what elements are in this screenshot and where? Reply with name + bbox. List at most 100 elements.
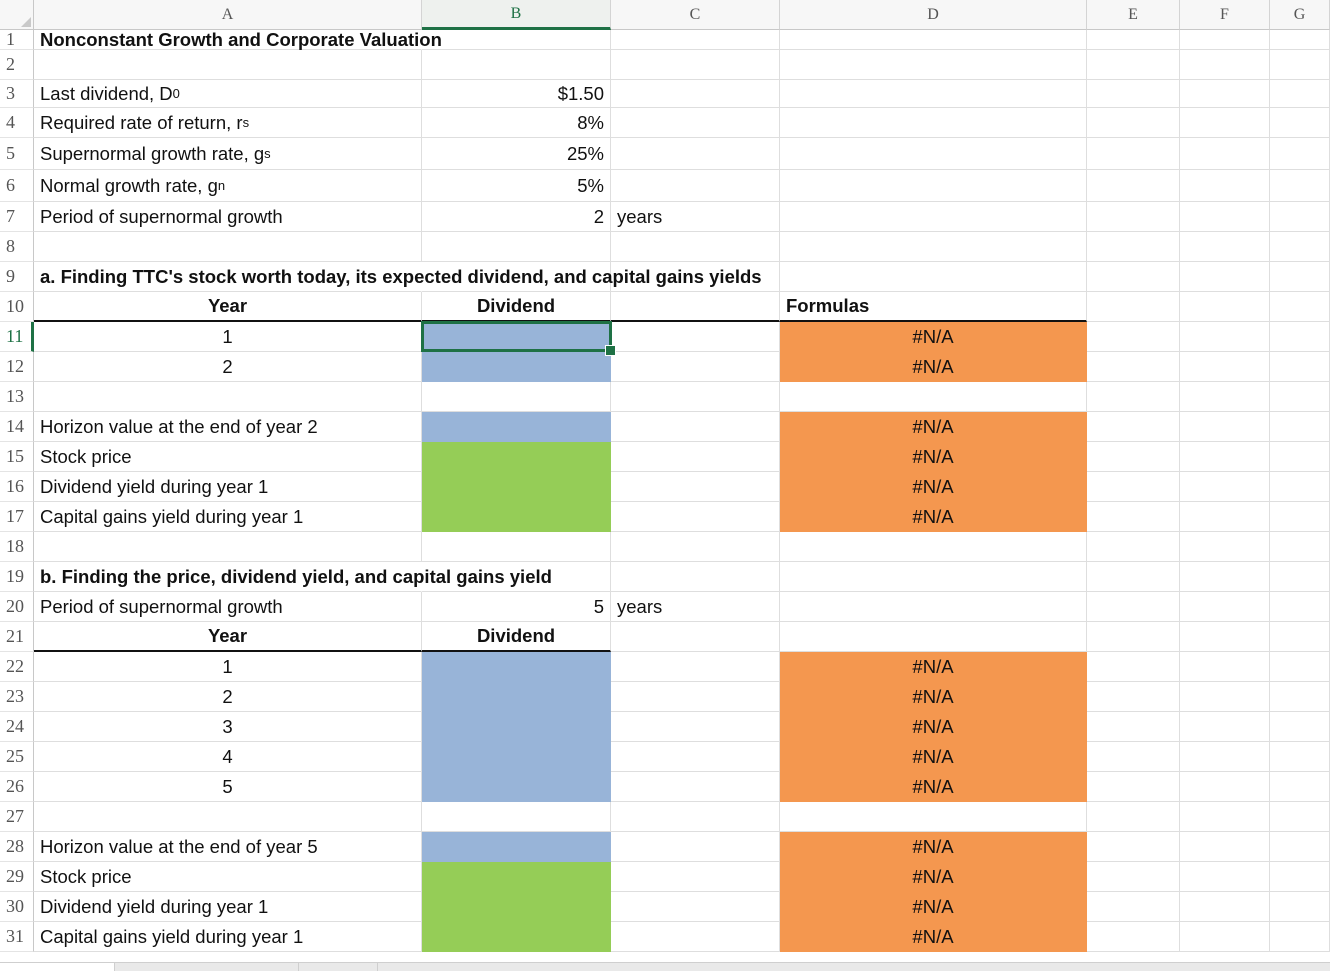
cell-f5[interactable] [1180, 138, 1270, 170]
cell-e8[interactable] [1087, 232, 1180, 262]
cell-f27[interactable] [1180, 802, 1270, 832]
cell-a16[interactable]: Dividend yield during year 1 [34, 472, 422, 502]
cell-d19[interactable] [780, 562, 1087, 592]
cell-a11[interactable]: 1 [34, 322, 422, 352]
cell-f15[interactable] [1180, 442, 1270, 472]
cell-e27[interactable] [1087, 802, 1180, 832]
cell-b7[interactable]: 2 [422, 202, 611, 232]
cell-a8[interactable] [34, 232, 422, 262]
column-header-f[interactable]: F [1180, 0, 1270, 30]
cell-d4[interactable] [780, 108, 1087, 138]
row-header-11[interactable]: 11 [0, 322, 34, 352]
cell-a28[interactable]: Horizon value at the end of year 5 [34, 832, 422, 862]
cell-b24[interactable] [422, 712, 611, 742]
row-header-23[interactable]: 23 [0, 682, 34, 712]
cell-c20[interactable]: years [611, 592, 780, 622]
cell-b16[interactable] [422, 472, 611, 502]
cell-b8[interactable] [422, 232, 611, 262]
cell-f23[interactable] [1180, 682, 1270, 712]
cell-c17[interactable] [611, 502, 780, 532]
cell-g5[interactable] [1270, 138, 1330, 170]
cell-b4[interactable]: 8% [422, 108, 611, 138]
cell-e18[interactable] [1087, 532, 1180, 562]
cell-g19[interactable] [1270, 562, 1330, 592]
cell-a1[interactable]: Nonconstant Growth and Corporate Valuati… [34, 29, 442, 50]
cell-c11[interactable] [611, 322, 780, 352]
cell-a24[interactable]: 3 [34, 712, 422, 742]
cell-e20[interactable] [1087, 592, 1180, 622]
cell-d13[interactable] [780, 382, 1087, 412]
cell-a12[interactable]: 2 [34, 352, 422, 382]
cell-f10[interactable] [1180, 292, 1270, 322]
cell-c19[interactable] [611, 562, 780, 592]
row-header-13[interactable]: 13 [0, 382, 34, 412]
cell-g6[interactable] [1270, 170, 1330, 202]
cell-g10[interactable] [1270, 292, 1330, 322]
cell-e5[interactable] [1087, 138, 1180, 170]
cell-f1[interactable] [1180, 30, 1270, 50]
cell-d28[interactable]: #N/A [780, 832, 1087, 862]
cell-b5[interactable]: 25% [422, 138, 611, 170]
cell-b31[interactable] [422, 922, 611, 952]
cell-d7[interactable] [780, 202, 1087, 232]
cell-f11[interactable] [1180, 322, 1270, 352]
cell-c3[interactable] [611, 80, 780, 108]
row-header-31[interactable]: 31 [0, 922, 34, 952]
cell-d14[interactable]: #N/A [780, 412, 1087, 442]
cell-f3[interactable] [1180, 80, 1270, 108]
cell-e28[interactable] [1087, 832, 1180, 862]
column-header-c[interactable]: C [611, 0, 780, 30]
cell-c8[interactable] [611, 232, 780, 262]
cell-d30[interactable]: #N/A [780, 892, 1087, 922]
cell-e15[interactable] [1087, 442, 1180, 472]
cell-f9[interactable] [1180, 262, 1270, 292]
sheet-tab-strip[interactable] [0, 962, 1330, 971]
cell-g23[interactable] [1270, 682, 1330, 712]
cell-b6[interactable]: 5% [422, 170, 611, 202]
cell-c15[interactable] [611, 442, 780, 472]
cell-f29[interactable] [1180, 862, 1270, 892]
cell-g29[interactable] [1270, 862, 1330, 892]
row-header-24[interactable]: 24 [0, 712, 34, 742]
cell-d20[interactable] [780, 592, 1087, 622]
cell-f17[interactable] [1180, 502, 1270, 532]
cell-g21[interactable] [1270, 622, 1330, 652]
cell-d18[interactable] [780, 532, 1087, 562]
row-header-30[interactable]: 30 [0, 892, 34, 922]
row-header-6[interactable]: 6 [0, 170, 34, 202]
cell-d2[interactable] [780, 50, 1087, 80]
cell-e29[interactable] [1087, 862, 1180, 892]
row-header-19[interactable]: 19 [0, 562, 34, 592]
cell-e23[interactable] [1087, 682, 1180, 712]
cell-a27[interactable] [34, 802, 422, 832]
cell-g28[interactable] [1270, 832, 1330, 862]
cell-e1[interactable] [1087, 30, 1180, 50]
cell-a14[interactable]: Horizon value at the end of year 2 [34, 412, 422, 442]
cell-b19[interactable] [422, 562, 611, 592]
cell-a20[interactable]: Period of supernormal growth [34, 592, 422, 622]
cell-e3[interactable] [1087, 80, 1180, 108]
cell-f16[interactable] [1180, 472, 1270, 502]
cell-f26[interactable] [1180, 772, 1270, 802]
cell-e24[interactable] [1087, 712, 1180, 742]
cell-b1[interactable] [422, 30, 611, 50]
cell-b2[interactable] [422, 50, 611, 80]
cell-b12[interactable] [422, 352, 611, 382]
cell-d3[interactable] [780, 80, 1087, 108]
cell-e14[interactable] [1087, 412, 1180, 442]
cell-c27[interactable] [611, 802, 780, 832]
cell-b20[interactable]: 5 [422, 592, 611, 622]
cell-c23[interactable] [611, 682, 780, 712]
row-header-8[interactable]: 8 [0, 232, 34, 262]
cell-g15[interactable] [1270, 442, 1330, 472]
cell-c6[interactable] [611, 170, 780, 202]
cell-c29[interactable] [611, 862, 780, 892]
cell-e4[interactable] [1087, 108, 1180, 138]
cell-e9[interactable] [1087, 262, 1180, 292]
row-header-25[interactable]: 25 [0, 742, 34, 772]
sheet-tab[interactable] [0, 963, 115, 971]
cell-b27[interactable] [422, 802, 611, 832]
cell-a17[interactable]: Capital gains yield during year 1 [34, 502, 422, 532]
cell-f28[interactable] [1180, 832, 1270, 862]
cell-b9[interactable] [422, 262, 611, 292]
